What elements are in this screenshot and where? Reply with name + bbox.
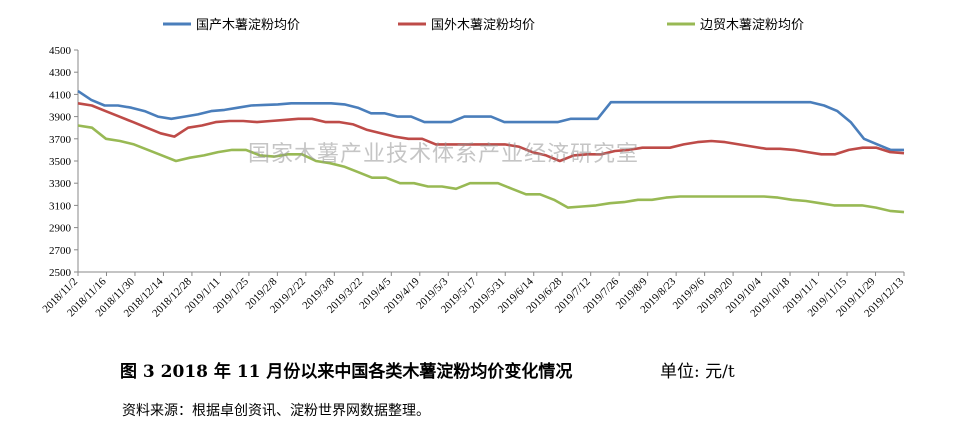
- y-tick-label: 3700: [49, 134, 72, 146]
- legend-label-1: 国产木薯淀粉均价: [196, 17, 300, 32]
- y-tick-label: 2900: [49, 223, 72, 235]
- x-axis: 2018/11/22018/11/162018/11/302018/12/142…: [40, 271, 906, 320]
- y-tick-label: 4100: [49, 89, 72, 101]
- watermark-text: 国家木薯产业技术体系产业经济研究室: [248, 142, 640, 167]
- legend-label-3: 边贸木薯淀粉均价: [700, 17, 804, 32]
- y-tick-label: 2500: [49, 267, 72, 279]
- legend-label-2: 国外木薯淀粉均价: [431, 17, 535, 32]
- y-tick-label: 4500: [49, 45, 72, 57]
- unit-label: 单位: 元/t: [660, 362, 735, 382]
- legend: 国产木薯淀粉均价 国外木薯淀粉均价 边贸木薯淀粉均价: [163, 17, 804, 32]
- series-line-1: [77, 90, 904, 152]
- y-tick-label: 3900: [49, 112, 72, 124]
- y-tick-label: 3500: [49, 156, 72, 168]
- series-line-3: [77, 124, 905, 214]
- series-line-2: [77, 102, 905, 163]
- series-group: [77, 90, 905, 214]
- figure-caption: 图 3 2018 年 11 月份以来中国各类木薯淀粉均价变化情况: [120, 362, 573, 382]
- source-note: 资料来源：根据卓创资讯、淀粉世界网数据整理。: [122, 403, 430, 419]
- y-tick-label: 3300: [49, 178, 72, 190]
- y-tick-label: 2700: [49, 245, 72, 257]
- price-line-chart: 国产木薯淀粉均价 国外木薯淀粉均价 边贸木薯淀粉均价 2500 2700 2900 310…: [40, 17, 906, 320]
- y-tick-label: 4300: [49, 67, 72, 79]
- y-axis: 2500 2700 2900 3100 3300 3500 3700 3900 4100 4300…: [49, 45, 79, 279]
- y-tick-label: 3100: [49, 200, 72, 212]
